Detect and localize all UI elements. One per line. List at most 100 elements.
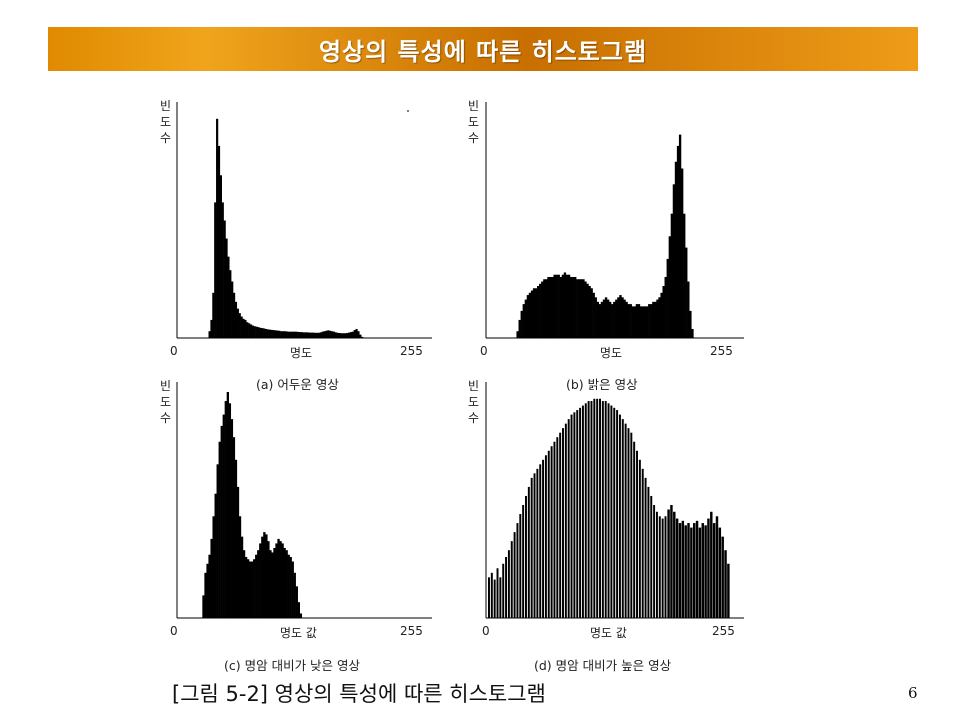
histogram-bar	[208, 331, 211, 338]
histogram-bar	[344, 333, 347, 338]
histogram-bar	[277, 538, 280, 618]
histogram-bar	[533, 473, 536, 618]
histogram-bar	[525, 495, 527, 618]
histogram-bar	[619, 295, 622, 338]
histogram-bars	[208, 118, 364, 338]
histogram-bar	[617, 297, 620, 338]
histogram-bar	[613, 301, 616, 338]
histogram-bar	[248, 323, 251, 338]
histogram-bar	[559, 276, 562, 338]
histogram-bar	[278, 330, 281, 338]
histogram-bar	[550, 446, 553, 618]
histogram-bar	[259, 543, 262, 618]
histogram-bar	[490, 572, 493, 618]
histogram-bar	[536, 468, 539, 618]
histogram-bar	[658, 516, 661, 618]
histogram-bar	[226, 392, 230, 618]
x-axis-label: 명도	[600, 346, 622, 360]
histogram-bar	[676, 145, 680, 338]
histogram-bar	[712, 523, 716, 618]
histogram-bar	[673, 511, 676, 618]
histogram-bar	[584, 403, 587, 618]
histogram-bar	[267, 541, 270, 618]
histogram-bar	[285, 550, 288, 618]
histogram-bar	[230, 419, 234, 618]
histogram-bar	[704, 525, 707, 618]
histogram-bar	[283, 547, 286, 618]
histogram-bar	[327, 330, 330, 338]
histogram-bar	[721, 536, 724, 618]
page-number: 6	[908, 684, 918, 702]
histogram-bar	[283, 331, 287, 338]
x-tick-max: 255	[712, 624, 735, 638]
histogram-high-contrast: 빈 도 수 0 명도 값 255	[468, 379, 744, 640]
histogram-bar	[325, 330, 328, 338]
histogram-bar	[618, 414, 621, 618]
histogram-bar	[601, 401, 604, 618]
histogram-bar	[565, 274, 569, 338]
histogram-bar	[534, 288, 538, 338]
histogram-bar	[654, 301, 657, 338]
histogram-bar	[261, 536, 264, 618]
histogram-bar	[604, 401, 607, 618]
chart-caption-d: (d) 명암 대비가 높은 영상	[534, 658, 672, 673]
histogram-bar	[223, 220, 226, 338]
histogram-bar	[310, 332, 313, 338]
y-axis-label-char: 도	[468, 115, 479, 129]
histogram-bar	[289, 556, 292, 618]
histogram-bar	[692, 523, 696, 618]
histogram-bar	[672, 184, 676, 338]
histogram-bar	[202, 595, 205, 618]
histogram-bar	[724, 550, 727, 618]
histogram-bar	[727, 563, 730, 618]
histogram-bars	[516, 134, 694, 338]
histogram-bar	[576, 410, 579, 618]
histogram-bar	[630, 432, 633, 618]
histogram-bar	[537, 286, 540, 338]
histogram-bar	[317, 332, 320, 338]
histogram-bar	[541, 281, 544, 338]
histogram-bar	[698, 527, 702, 618]
histogram-bar	[695, 520, 699, 618]
histogram-bar	[295, 586, 298, 618]
x-tick-min: 0	[170, 344, 178, 358]
histogram-bar	[627, 304, 630, 338]
histogram-bar	[496, 568, 499, 618]
histogram-bar	[631, 306, 634, 338]
histogram-bars	[202, 392, 303, 618]
histogram-bar	[300, 332, 304, 338]
histogram-bar	[596, 301, 600, 338]
histogram-bar	[650, 495, 653, 618]
page-title: 영상의 특성에 따른 히스토그램	[318, 37, 648, 66]
histogram-bar	[263, 532, 266, 618]
histogram-bar	[641, 468, 644, 618]
histogram-bar	[647, 486, 650, 618]
histogram-bar	[505, 556, 508, 618]
histogram-bar	[338, 333, 341, 338]
histogram-bar	[664, 276, 667, 338]
histogram-bar	[718, 527, 722, 618]
histogram-bar	[530, 477, 533, 618]
histogram-bar	[689, 310, 692, 338]
histogram-bar	[293, 572, 296, 618]
histogram-bar	[269, 550, 272, 618]
histogram-bar	[329, 330, 332, 338]
histogram-bar	[351, 331, 354, 338]
histogram-bar	[600, 301, 604, 338]
histogram-bar	[225, 238, 228, 338]
histogram-bar	[271, 552, 274, 618]
x-tick-min: 0	[170, 624, 178, 638]
histogram-bar	[297, 331, 300, 338]
histogram-bar	[291, 561, 294, 618]
histogram-bar	[236, 308, 239, 338]
histogram-bar	[658, 297, 661, 338]
histogram-bar	[674, 161, 678, 338]
histogram-bar	[660, 292, 663, 338]
histogram-bar	[615, 299, 618, 338]
histogram-bar	[522, 304, 525, 338]
histogram-bar	[302, 332, 305, 338]
title-bar: 영상의 특성에 따른 히스토그램	[48, 27, 918, 71]
histogram-bar	[553, 441, 556, 618]
histogram-bar	[295, 331, 298, 338]
histogram-bar	[308, 332, 311, 338]
